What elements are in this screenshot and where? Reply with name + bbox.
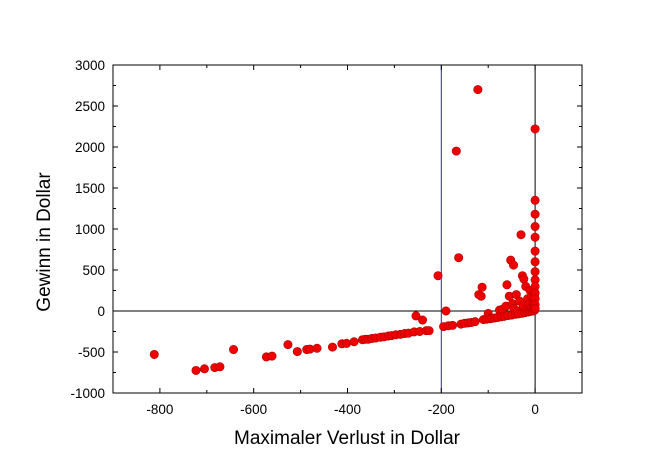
- data-point: [530, 304, 540, 314]
- data-point: [349, 337, 359, 347]
- y-tick-label: -1000: [70, 386, 105, 401]
- data-point: [530, 222, 540, 232]
- data-point: [451, 146, 461, 156]
- data-point: [267, 351, 277, 361]
- data-point: [433, 271, 443, 281]
- data-point: [530, 124, 540, 134]
- data-point: [519, 274, 529, 284]
- data-point: [509, 260, 519, 270]
- data-point: [441, 306, 451, 316]
- data-point: [283, 340, 293, 350]
- data-point: [448, 320, 458, 330]
- data-point: [411, 311, 421, 321]
- y-tick-label: 1500: [75, 181, 105, 196]
- data-point: [424, 326, 434, 336]
- tick-labels: -800 -600 -400 -200 0 -1000 -500 0 500 1000 1500 20…: [70, 58, 538, 417]
- x-tick-label: -600: [240, 402, 267, 417]
- data-point: [292, 347, 302, 357]
- y-tick-label: 2500: [75, 99, 105, 114]
- data-points: [149, 85, 540, 375]
- data-point: [476, 291, 486, 301]
- data-point: [502, 280, 512, 290]
- axis-ticks: [112, 64, 583, 394]
- data-point: [473, 85, 483, 95]
- data-point: [229, 345, 239, 355]
- data-point: [191, 365, 201, 375]
- data-point: [530, 232, 540, 242]
- data-point: [470, 317, 480, 327]
- data-point: [530, 195, 540, 205]
- data-point: [516, 230, 526, 240]
- y-tick-label: 500: [82, 263, 105, 278]
- data-point: [327, 342, 337, 352]
- x-axis-title: Maximaler Verlust in Dollar: [234, 428, 461, 449]
- y-tick-label: -500: [78, 345, 105, 360]
- data-point: [530, 267, 540, 277]
- data-point: [312, 343, 322, 353]
- data-point: [149, 349, 159, 359]
- data-point: [199, 364, 209, 374]
- y-tick-label: 1000: [75, 222, 105, 237]
- y-axis-title: Gewinn in Dollar: [34, 172, 55, 312]
- x-tick-label: -200: [428, 402, 455, 417]
- data-point: [342, 338, 352, 348]
- data-point: [530, 246, 540, 256]
- data-point: [477, 282, 487, 292]
- y-tick-label: 3000: [75, 58, 105, 73]
- x-tick-label: 0: [531, 402, 539, 417]
- data-point: [454, 253, 464, 263]
- data-point: [530, 209, 540, 219]
- data-point: [215, 362, 225, 372]
- x-tick-label: -800: [146, 402, 173, 417]
- y-tick-label: 0: [97, 304, 105, 319]
- y-tick-label: 2000: [75, 140, 105, 155]
- data-point: [418, 315, 428, 325]
- x-tick-label: -400: [334, 402, 361, 417]
- plot-area: [112, 64, 583, 394]
- data-point: [530, 257, 540, 267]
